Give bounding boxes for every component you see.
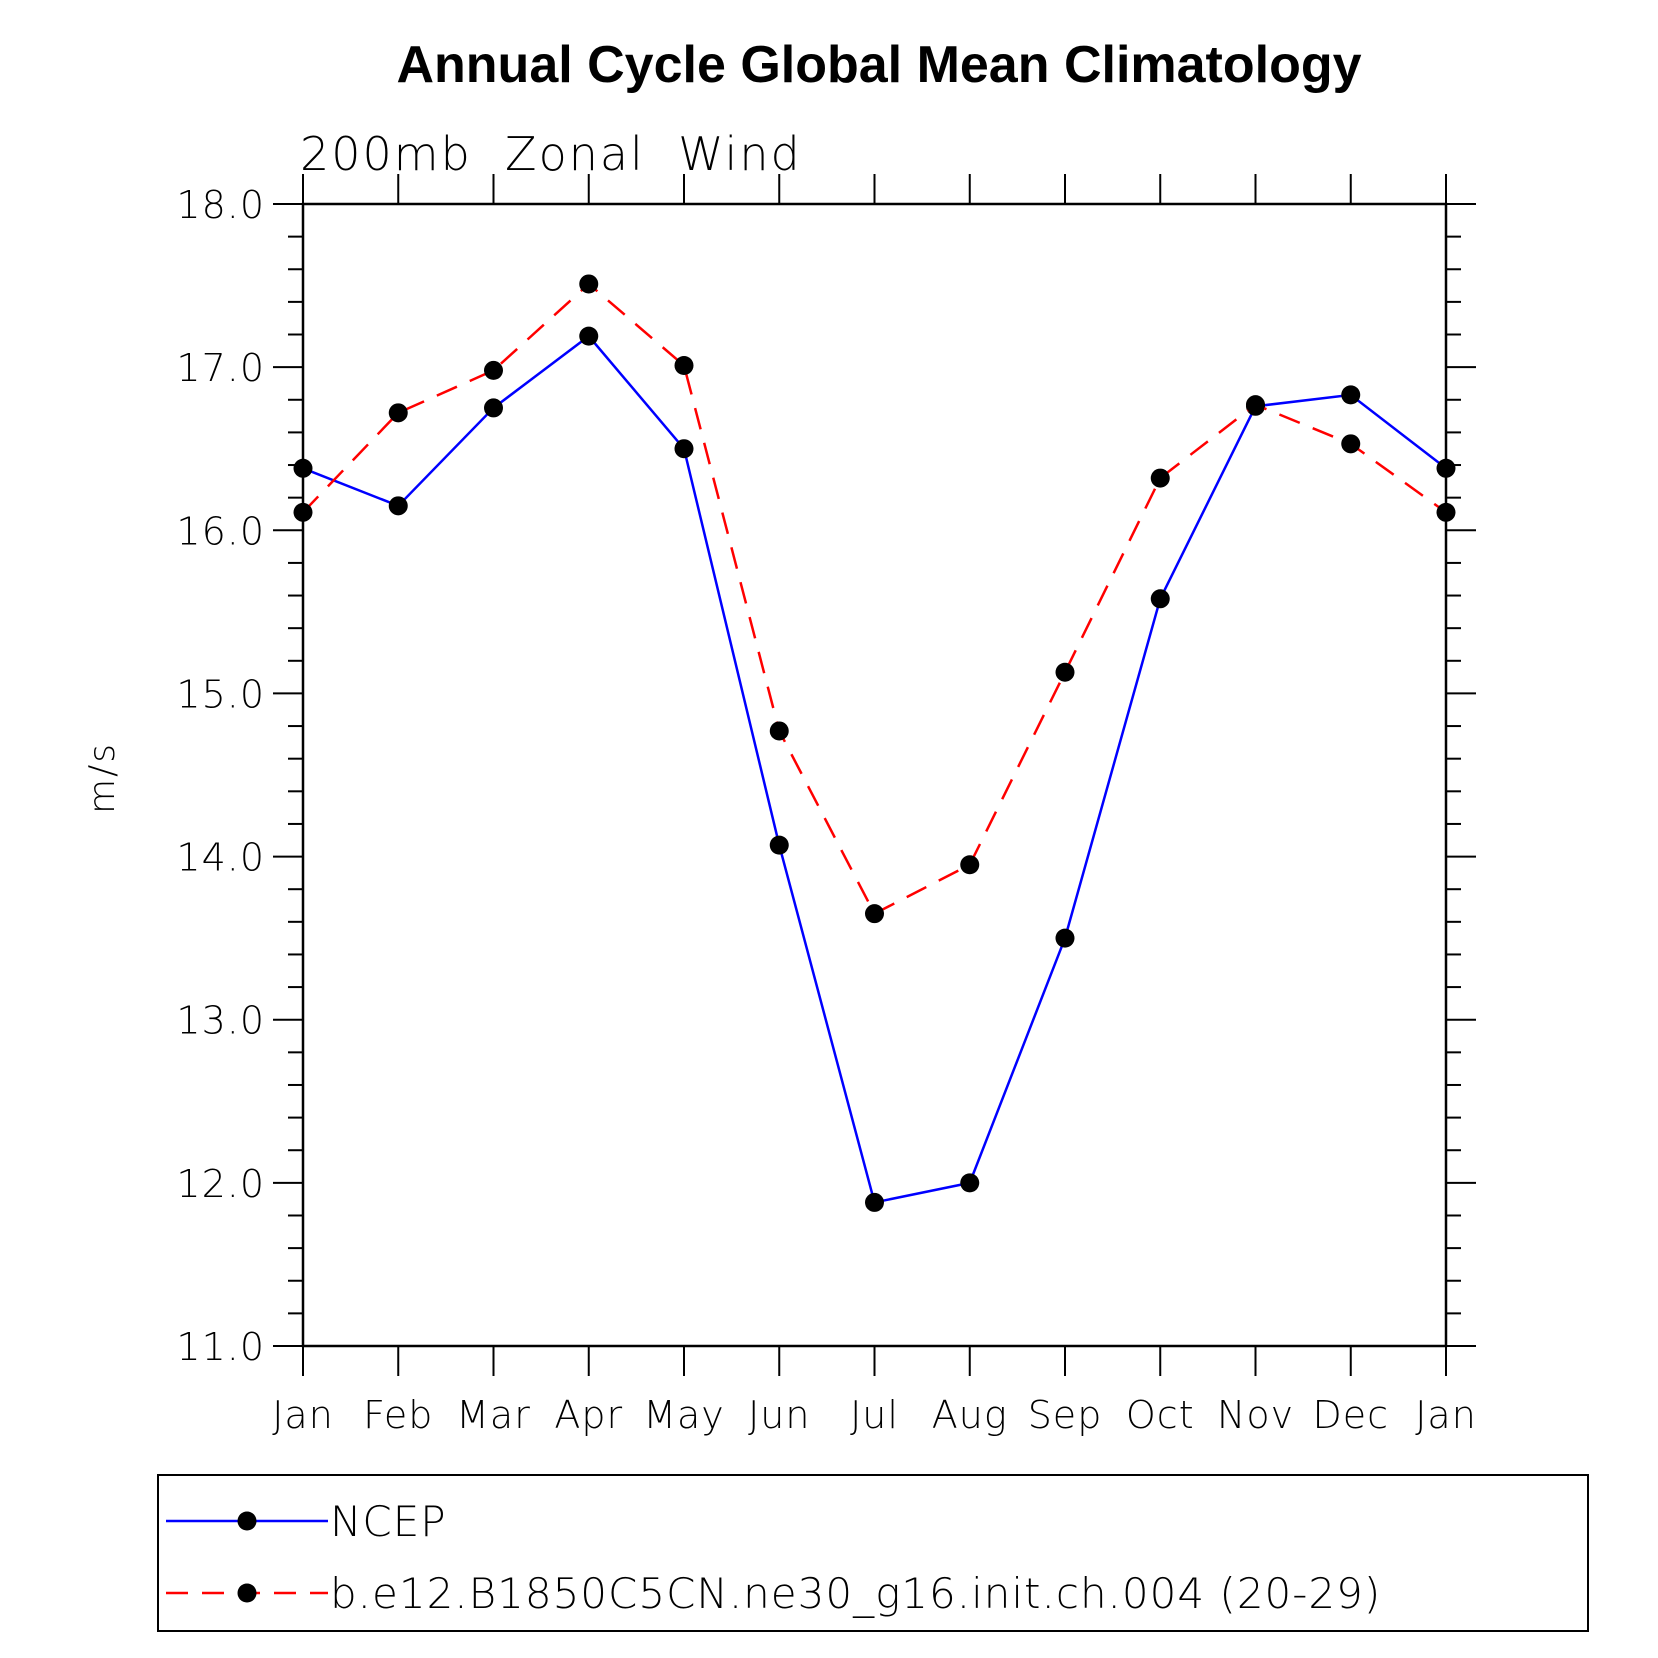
legend-marker — [237, 1511, 257, 1531]
x-tick-label: Mar — [456, 1393, 531, 1437]
data-point — [865, 904, 884, 924]
x-tick-label: Aug — [932, 1393, 1008, 1437]
series-2 — [293, 274, 1456, 924]
y-tick-label: 11.0 — [176, 1325, 265, 1369]
series-line — [302, 334, 1447, 1204]
x-tick-label: Jan — [272, 1393, 334, 1437]
data-point — [769, 721, 789, 741]
x-tick-label: Jul — [850, 1393, 899, 1437]
y-tick-label: 17.0 — [176, 346, 265, 390]
y-tick-label: 13.0 — [176, 999, 265, 1043]
data-point — [769, 835, 789, 855]
series-line — [302, 282, 1447, 916]
x-tick-label: Oct — [1126, 1393, 1195, 1437]
data-point — [674, 439, 694, 459]
x-tick-label: Nov — [1217, 1393, 1294, 1437]
chart-subtitle: 200mb Zonal Wind — [300, 127, 802, 181]
data-point — [674, 356, 694, 376]
plot-axes: 11.0 12.0 13.0 14.0 15.0 16.0 17.0 18.0 Jan Feb Ma… — [176, 174, 1476, 1437]
legend-label: NCEP — [330, 1497, 447, 1546]
data-point — [388, 403, 408, 423]
x-tick-label: Jan — [1415, 1393, 1477, 1437]
chart-title: Annual Cycle Global Mean Climatology — [396, 36, 1361, 94]
data-point — [1341, 385, 1361, 405]
y-tick-label: 18.0 — [176, 183, 265, 227]
y-tick-label: 16.0 — [176, 509, 265, 553]
legend-label: b.e12.B1850C5CN.ne30_g16.init.ch.004 (20… — [330, 1569, 1381, 1618]
y-tick-label: 12.0 — [176, 1162, 265, 1206]
data-point — [1341, 434, 1361, 454]
data-point — [1150, 468, 1170, 488]
data-point — [388, 496, 408, 516]
series-1 — [293, 326, 1456, 1212]
data-point — [865, 1192, 884, 1212]
x-tick-label: May — [643, 1393, 725, 1437]
x-tick-label: Sep — [1028, 1393, 1103, 1437]
legend-box — [157, 1474, 1589, 1632]
data-point — [1436, 502, 1456, 522]
data-point — [484, 360, 503, 380]
data-point — [1150, 589, 1170, 609]
data-point — [1246, 395, 1265, 415]
legend-marker — [237, 1583, 257, 1603]
data-point — [1436, 458, 1456, 478]
x-tick-label: Jun — [748, 1393, 810, 1437]
data-point — [960, 855, 980, 875]
y-axis-label: m/s — [82, 742, 123, 814]
data-point — [1055, 928, 1075, 948]
data-point — [960, 1173, 980, 1193]
data-point — [293, 502, 313, 522]
data-point — [579, 274, 599, 294]
y-tick-label: 15.0 — [176, 672, 265, 716]
series-layer — [293, 274, 1456, 1212]
plot-frame — [301, 202, 1448, 1348]
x-tick-label: Dec — [1312, 1393, 1389, 1437]
legend: NCEP b.e12.B1850C5CN.ne30_g16.init.ch.004… — [157, 1474, 1589, 1632]
x-tick-label: Apr — [554, 1393, 623, 1437]
y-tick-label: 14.0 — [176, 836, 265, 880]
data-point — [293, 458, 313, 478]
x-tick-label: Feb — [363, 1393, 433, 1437]
data-point — [1055, 662, 1075, 682]
data-point — [484, 398, 503, 418]
data-point — [579, 326, 599, 346]
